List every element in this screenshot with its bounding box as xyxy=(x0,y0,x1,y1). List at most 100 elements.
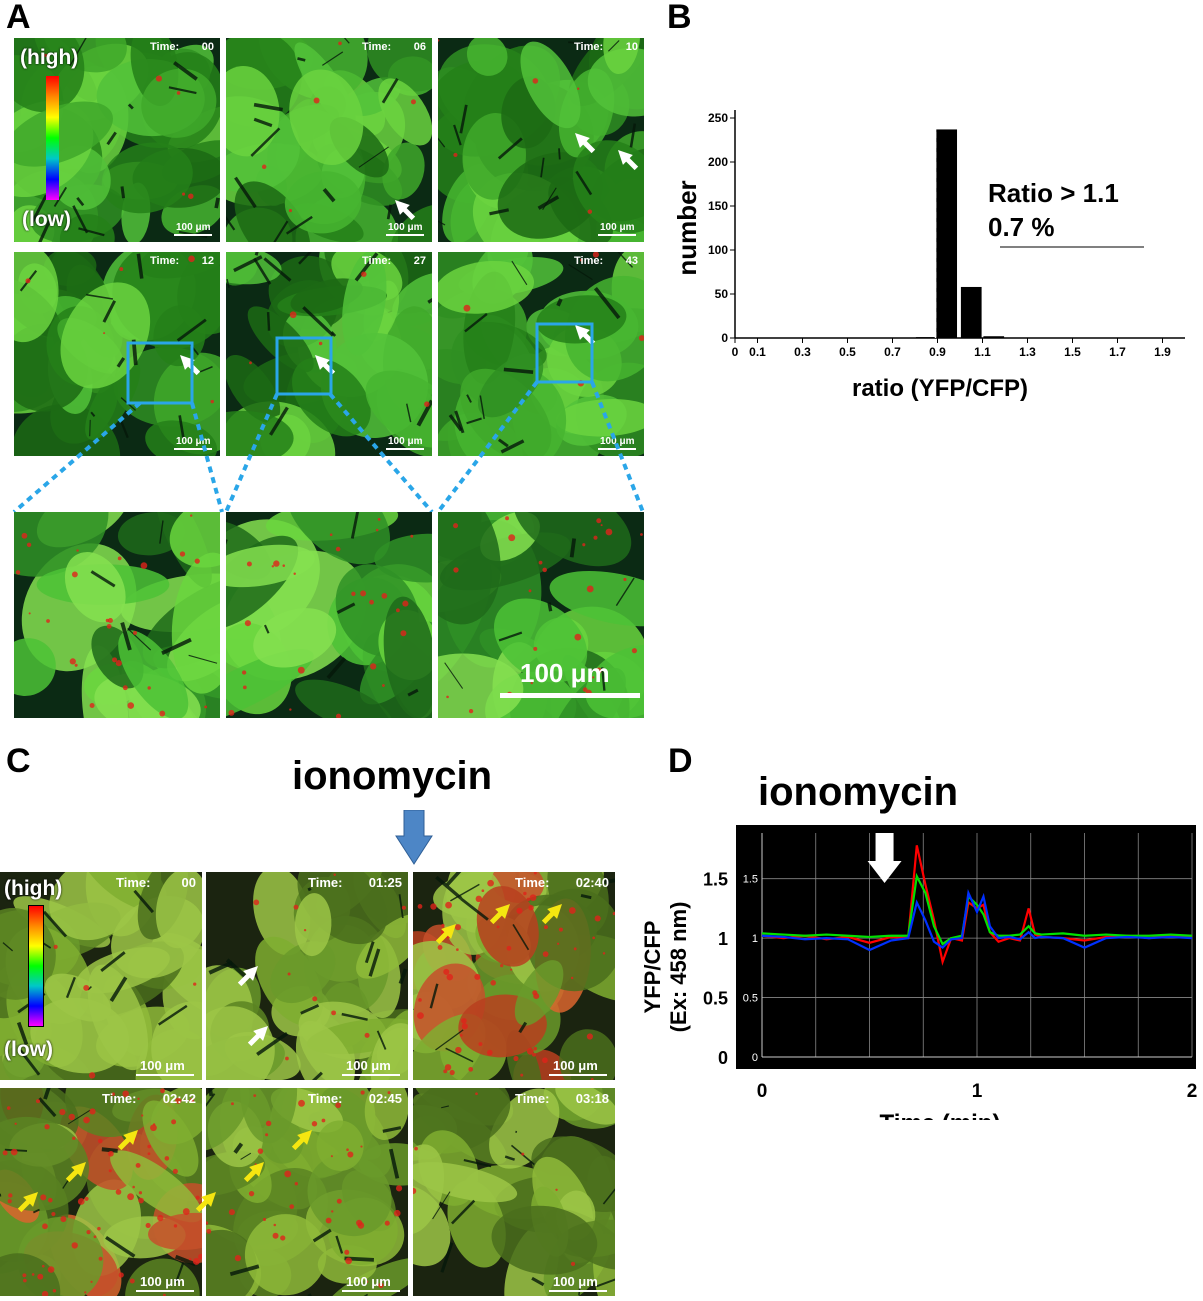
panel-c-time-label: Time: xyxy=(102,1091,137,1106)
panel-a-time-value: 27 xyxy=(413,255,426,267)
zoom-region-box xyxy=(535,322,594,384)
panel-a-scale-label: 100 μm xyxy=(388,222,423,233)
series-line xyxy=(761,845,1193,966)
white-arrow-icon xyxy=(575,133,596,154)
panel-c-image-tile: Time: 02:45 100 μm xyxy=(206,1088,408,1296)
x-tick-label: 2 xyxy=(1187,1081,1198,1102)
white-arrow-icon xyxy=(237,966,258,987)
y-tick-label: 0 xyxy=(752,1052,758,1064)
panel-b-histogram: 0 50 100 150 200 250 0 0.1 0.3 0.5 0.7 0.9 1.1 1.3 1.5… xyxy=(672,110,1185,402)
yellow-arrow-icon xyxy=(17,1192,38,1213)
panel-c-time-value: 02:40 xyxy=(575,875,609,890)
yellow-arrow-icon xyxy=(195,1192,216,1213)
y-tick-label-outer: 0 xyxy=(718,1048,728,1068)
panel-a-zoom-scale-bar xyxy=(500,693,640,698)
yellow-arrow-icon xyxy=(291,1130,312,1151)
panel-a-time-label: Time: xyxy=(362,255,392,267)
x-tick-label: 1.9 xyxy=(1154,345,1171,359)
annotation-ratio: Ratio > 1.1 xyxy=(988,178,1119,208)
series-line xyxy=(761,889,1193,952)
panel-a-scale-label: 100 μm xyxy=(176,436,211,447)
panel-a-colorbar-high: (high) xyxy=(20,46,79,69)
y-tick-label-outer: 1 xyxy=(718,929,728,949)
y-axis-label-line1: YFP/CFP xyxy=(640,921,665,1014)
y-tick-label: 200 xyxy=(708,155,728,169)
white-arrow-icon xyxy=(618,150,639,171)
y-tick-label: 150 xyxy=(708,199,728,213)
yellow-arrow-icon xyxy=(117,1130,138,1151)
panel-d-line-chart: 0 0.5 1 1.5 0 0.5 1 1.5 0 1 2 Time (min) YFP/CFP(Ex:… xyxy=(640,825,1198,1120)
y-tick-label: 100 xyxy=(708,243,728,257)
panel-a-zoom-scale-label: 100 μm xyxy=(520,658,610,688)
histogram-bar xyxy=(936,129,958,338)
panel-c-image-tile: Time: 02:40 100 μm xyxy=(413,872,615,1080)
x-tick-label: 0 xyxy=(732,345,739,359)
panel-a-scale-bar xyxy=(174,448,212,450)
yellow-arrow-icon xyxy=(489,904,510,925)
panel-d-ionomycin-label: ionomycin xyxy=(758,770,959,814)
y-tick-label-outer: 1.5 xyxy=(703,870,728,890)
panel-c-scale-label: 100 μm xyxy=(553,1058,598,1073)
panel-a-time-label: Time: xyxy=(150,41,180,53)
histogram-bar xyxy=(915,337,937,338)
panel-c-scale-label: 100 μm xyxy=(140,1274,185,1289)
panel-c-scale-bar xyxy=(342,1074,400,1076)
panel-a-colorbar xyxy=(46,76,59,200)
panel-a-image-tile: Time: 10 100 μm xyxy=(438,38,644,242)
panel-c-image-tile: Time: 03:18 100 μm xyxy=(413,1088,615,1296)
panel-a-scale-bar xyxy=(598,234,636,236)
y-axis-label: number xyxy=(672,180,702,275)
panel-c-time-value: 00 xyxy=(181,875,196,890)
panel-a-scale-bar xyxy=(174,234,212,236)
panel-a-scale-bar xyxy=(386,234,424,236)
y-tick-label: 50 xyxy=(715,287,729,301)
panel-a-time-label: Time: xyxy=(150,255,180,267)
yellow-arrow-icon xyxy=(243,1162,264,1183)
panel-a-letter: A xyxy=(6,0,31,36)
panel-c-image-tile: Time: 02:42 100 μm xyxy=(0,1088,202,1296)
x-axis-label: Time (min) xyxy=(880,1110,1001,1120)
panel-d-letter: D xyxy=(668,742,693,780)
panel-c-time-value: 03:18 xyxy=(575,1091,609,1106)
y-tick-label: 1.5 xyxy=(743,874,758,886)
panel-a-time-value: 00 xyxy=(201,41,214,53)
histogram-bar xyxy=(960,286,982,338)
panel-c-scale-label: 100 μm xyxy=(346,1274,391,1289)
panel-a-colorbar-low: (low) xyxy=(22,208,71,231)
x-axis-label: ratio (YFP/CFP) xyxy=(852,375,1028,402)
panel-c-scale-label: 100 μm xyxy=(346,1058,391,1073)
x-tick-label: 0 xyxy=(757,1081,768,1102)
panel-c-scale-bar xyxy=(549,1074,607,1076)
panel-a-scale-bar xyxy=(386,448,424,450)
panel-c-scale-bar xyxy=(136,1290,194,1292)
x-tick-label: 1.3 xyxy=(1019,345,1036,359)
y-tick-label: 0.5 xyxy=(743,993,758,1005)
panel-c-colorbar-low: (low) xyxy=(4,1038,53,1061)
zoom-region-box xyxy=(126,341,194,405)
x-tick-label: 1.1 xyxy=(974,345,991,359)
panel-a-image-tile: Time: 06 100 μm xyxy=(226,38,432,242)
panel-a-scale-label: 100 μm xyxy=(388,436,423,447)
panel-a-time-value: 10 xyxy=(625,41,638,53)
x-tick-label: 0.5 xyxy=(839,345,856,359)
panel-a-scale-label: 100 μm xyxy=(600,436,635,447)
panel-c-colorbar-high: (high) xyxy=(4,877,63,900)
x-tick-label: 0.3 xyxy=(794,345,811,359)
white-arrow-icon xyxy=(180,355,201,376)
y-tick-label-outer: 0.5 xyxy=(703,989,728,1009)
x-tick-label: 0.7 xyxy=(884,345,901,359)
panel-c-time-label: Time: xyxy=(308,875,343,890)
annotation-percent: 0.7 % xyxy=(988,212,1055,242)
x-tick-label: 1.7 xyxy=(1109,345,1126,359)
panel-a-image-tile: Time: 12 100 μm xyxy=(14,252,220,456)
panel-c-scale-bar xyxy=(342,1290,400,1292)
panel-c-scale-label: 100 μm xyxy=(140,1058,185,1073)
panel-a-zoom-tile xyxy=(226,512,432,718)
panel-c-time-value: 01:25 xyxy=(368,875,402,890)
panel-c-colorbar xyxy=(28,905,44,1027)
panel-a-zoom-tile xyxy=(438,512,644,718)
panel-c-time-label: Time: xyxy=(515,1091,550,1106)
